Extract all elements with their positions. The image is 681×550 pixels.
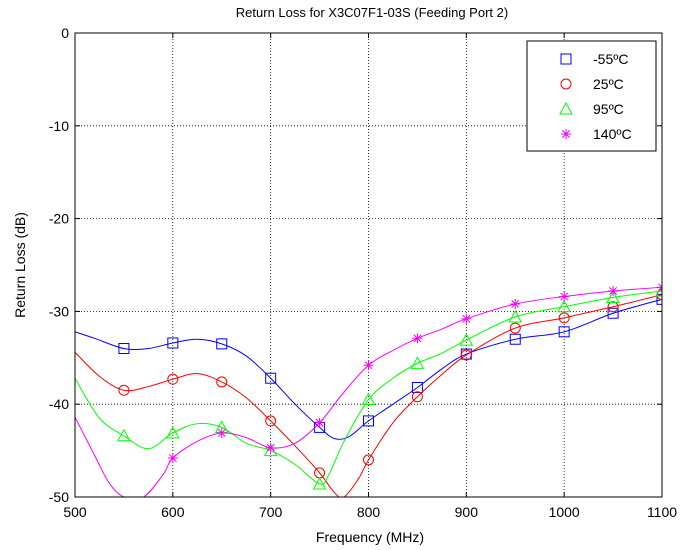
data-point	[412, 333, 423, 344]
data-point	[558, 326, 570, 338]
data-point	[460, 349, 472, 361]
data-point	[459, 333, 474, 346]
data-point	[263, 443, 278, 457]
data-point	[265, 372, 277, 384]
data-point	[167, 337, 179, 349]
x-tick-label: 900	[455, 504, 479, 520]
series-3	[75, 283, 662, 490]
data-point	[363, 360, 374, 371]
legend: -55ºC 25ºC 95ºC 140ºC	[526, 40, 657, 152]
legend-label: 25ºC	[593, 76, 624, 92]
data-point	[361, 392, 376, 406]
series-line	[75, 298, 662, 440]
data-point	[167, 373, 179, 385]
plot-frame	[74, 32, 663, 498]
legend-marker	[561, 129, 571, 139]
series-line	[75, 286, 662, 497]
legend-label: 95ºC	[593, 101, 624, 117]
series-line	[75, 290, 662, 485]
data-point	[216, 427, 227, 438]
data-point	[461, 313, 472, 324]
legend-label: 140ºC	[593, 126, 632, 142]
data-point	[558, 312, 570, 324]
y-axis-label: Return Loss (dB)	[12, 212, 28, 318]
data-point	[557, 299, 572, 313]
y-tick-label: -50	[49, 489, 69, 505]
data-point	[508, 309, 523, 323]
x-axis-label: Frequency (MHz)	[316, 529, 424, 545]
y-tick-label: -10	[49, 118, 69, 134]
legend-marker	[559, 101, 573, 115]
data-point	[509, 322, 521, 334]
data-point	[312, 476, 327, 490]
series-layer	[75, 282, 662, 497]
y-tick-label: 0	[61, 25, 69, 41]
chart-title: Return Loss for X3C07F1-03S (Feeding Por…	[236, 5, 508, 20]
x-tick-label: 800	[357, 504, 381, 520]
data-point	[510, 298, 521, 309]
data-point	[265, 415, 277, 427]
data-point	[607, 301, 619, 313]
data-point	[118, 384, 130, 396]
data-point	[656, 293, 662, 305]
legend-box	[526, 40, 657, 152]
data-point	[165, 425, 180, 439]
y-tick-label: -20	[49, 211, 69, 227]
data-point	[265, 442, 276, 453]
data-point	[118, 343, 130, 355]
data-point	[167, 453, 178, 464]
data-point	[363, 415, 374, 427]
y-tick-label: -40	[49, 396, 69, 412]
data-point	[410, 356, 425, 369]
x-tick-label: 600	[161, 504, 185, 520]
x-tick-label: 500	[63, 504, 87, 520]
legend-marker	[560, 78, 572, 90]
y-tick-label: -30	[49, 303, 69, 319]
series-line	[75, 294, 662, 497]
data-point	[314, 417, 325, 428]
data-point	[608, 285, 619, 296]
data-point	[509, 333, 521, 345]
data-point	[216, 376, 228, 388]
data-point	[363, 454, 374, 466]
series-1	[75, 293, 662, 440]
data-point	[606, 290, 620, 303]
data-point	[411, 391, 423, 403]
x-tick-label: 1000	[549, 504, 580, 520]
series-4	[75, 282, 662, 497]
data-point	[117, 428, 131, 442]
data-point	[559, 291, 570, 302]
data-point	[411, 381, 423, 393]
data-point	[216, 338, 228, 350]
x-tick-label: 700	[259, 504, 283, 520]
tick-labels: 500 600 700 800 900 1000 1100 0 -10 -20 -30 -40 -50	[49, 25, 677, 520]
x-tick-label: 1100	[647, 504, 677, 520]
data-point	[607, 307, 619, 319]
legend-marker	[560, 53, 572, 65]
legend-label: -55ºC	[593, 51, 628, 67]
